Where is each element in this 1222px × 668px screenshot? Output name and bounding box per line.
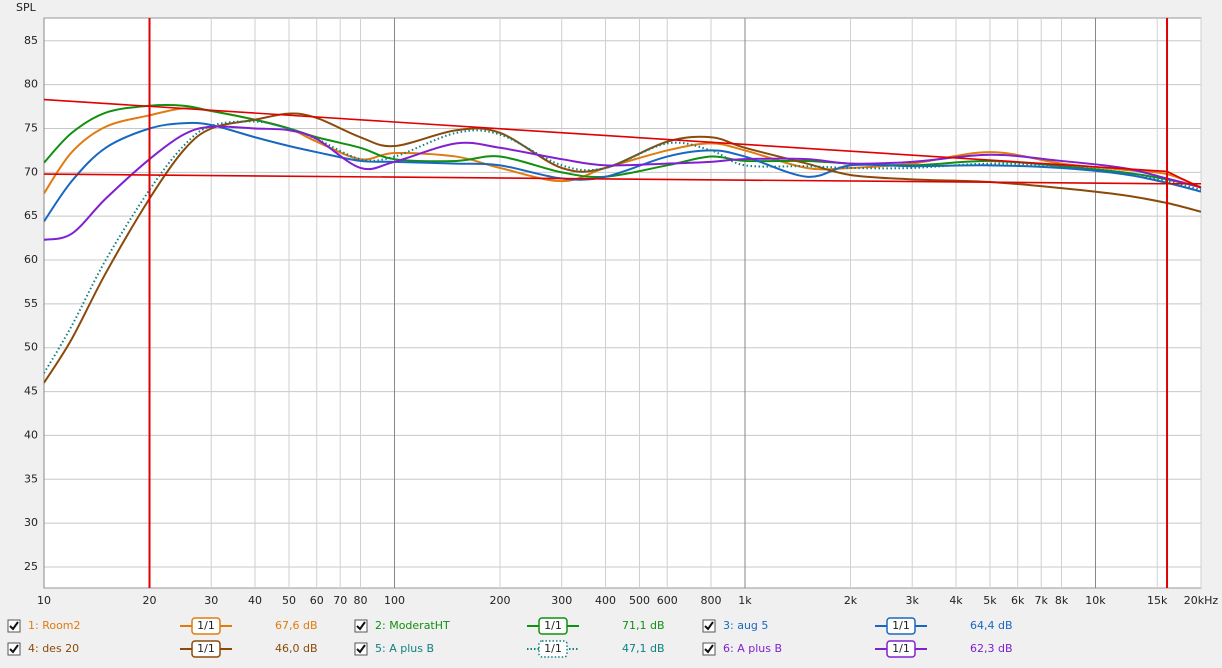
legend-level: 71,1 dB [622,619,665,632]
x-tick-label: 10k [1085,594,1106,607]
legend-name[interactable]: 3: aug 5 [723,619,768,632]
checkmark [9,621,19,631]
x-tick-label: 600 [657,594,678,607]
smoothing-button[interactable] [191,617,221,635]
smoothing-button[interactable] [191,640,221,658]
checkmark [356,621,366,631]
y-tick-label: 25 [24,560,38,573]
y-tick-label: 50 [24,341,38,354]
y-tick-label: 85 [24,34,38,47]
legend-level: 64,4 dB [970,619,1013,632]
response-curve [44,121,1201,223]
smoothing-label[interactable]: 1/1 [892,619,910,632]
x-tick-label: 100 [384,594,405,607]
x-tick-label: 30 [204,594,218,607]
y-axis-label: SPL [16,1,37,14]
x-tick-label: 40 [248,594,262,607]
x-tick-label: 8k [1055,594,1069,607]
response-curve [44,125,1201,241]
legend-level: 47,1 dB [622,642,665,655]
smoothing-label[interactable]: 1/1 [892,642,910,655]
checkmark [356,644,366,654]
response-curve [44,103,1201,189]
legend-entry: 5: A plus B 1/1 47,1 dB [354,640,665,658]
y-tick-label: 70 [24,165,38,178]
x-tick-label: 800 [701,594,722,607]
y-tick-label: 35 [24,472,38,485]
x-tick-label: 300 [551,594,572,607]
legend-name[interactable]: 4: des 20 [28,642,79,655]
legend-entry: 4: des 20 1/1 46,0 dB [7,640,318,658]
smoothing-button[interactable] [538,640,568,658]
smoothing-button[interactable] [886,617,916,635]
legend-entry: 1: Room2 1/1 67,6 dB [7,617,318,635]
smoothing-label[interactable]: 1/1 [197,642,215,655]
x-tick-label: 4k [949,594,963,607]
checkmark [9,644,19,654]
legend-name[interactable]: 1: Room2 [28,619,81,632]
y-tick-label: 65 [24,209,38,222]
x-tick-label: 6k [1011,594,1025,607]
x-tick-label: 400 [595,594,616,607]
y-tick-label: 75 [24,121,38,134]
legend-level: 62,3 dB [970,642,1013,655]
smoothing-button[interactable] [886,640,916,658]
x-tick-label: 3k [906,594,920,607]
x-tick-label: 200 [490,594,511,607]
checkmark [704,644,714,654]
legend-level: 46,0 dB [275,642,318,655]
x-tick-label: 10 [37,594,51,607]
x-tick-label: 20kHz [1184,594,1219,607]
x-tick-label: 80 [354,594,368,607]
x-tick-label: 5k [983,594,997,607]
legend-entry: 3: aug 5 1/1 64,4 dB [702,617,1013,635]
legend-entry: 6: A plus B 1/1 62,3 dB [702,640,1013,658]
x-tick-label: 50 [282,594,296,607]
plot-area [43,17,1202,589]
legend-name[interactable]: 5: A plus B [375,642,434,655]
checkmark [704,621,714,631]
x-tick-label: 70 [333,594,347,607]
legend-name[interactable]: 2: ModeratHT [375,619,450,632]
smoothing-label[interactable]: 1/1 [544,642,562,655]
legend-level: 67,6 dB [275,619,318,632]
x-tick-label: 15k [1147,594,1168,607]
x-tick-label: 60 [310,594,324,607]
x-tick-label: 500 [629,594,650,607]
x-tick-label: 2k [844,594,858,607]
y-tick-label: 60 [24,253,38,266]
y-tick-label: 55 [24,297,38,310]
x-tick-label: 7k [1035,594,1049,607]
legend: 1: Room2 1/1 67,6 dB 2: ModeratHT 1/1 71,1 dB… [7,617,1013,658]
smoothing-button[interactable] [538,617,568,635]
smoothing-label[interactable]: 1/1 [197,619,215,632]
legend-name[interactable]: 6: A plus B [723,642,782,655]
y-tick-label: 45 [24,385,38,398]
smoothing-label[interactable]: 1/1 [544,619,562,632]
legend-entry: 2: ModeratHT 1/1 71,1 dB [354,617,665,635]
y-tick-label: 30 [24,516,38,529]
y-tick-label: 40 [24,428,38,441]
y-tick-label: 80 [24,78,38,91]
x-tick-label: 20 [143,594,157,607]
x-tick-label: 1k [738,594,752,607]
